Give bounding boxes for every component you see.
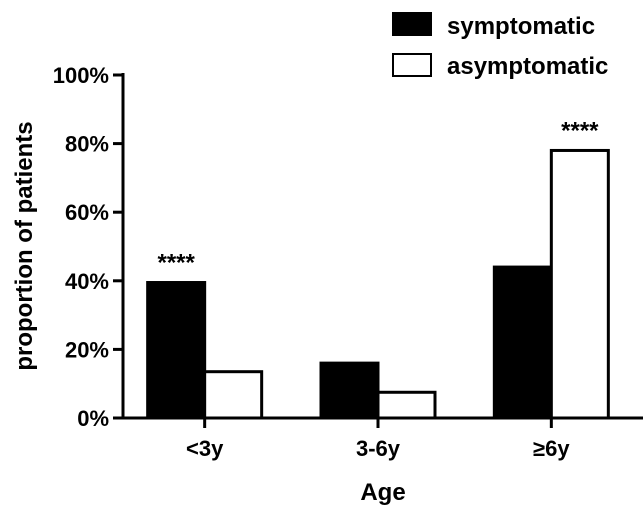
- legend-swatch-asymptomatic: [392, 53, 432, 77]
- y-tick-label: 80%: [65, 132, 109, 157]
- bar-asymptomatic-0: [203, 370, 264, 420]
- bar-symptomatic-2: [492, 265, 553, 420]
- y-axis-title: proportion of patients: [11, 121, 38, 370]
- y-tick-label: 40%: [65, 269, 109, 294]
- legend-label-asymptomatic: asymptomatic: [447, 53, 608, 80]
- y-tick-label: 100%: [53, 63, 109, 88]
- annotations-group: **** ****: [157, 117, 599, 276]
- significance-annotation-1: ****: [561, 117, 599, 144]
- y-tick-label: 0%: [77, 406, 109, 431]
- bars-group: [146, 148, 610, 420]
- significance-annotation-0: ****: [157, 250, 195, 277]
- legend-swatch-symptomatic: [392, 12, 432, 36]
- y-tick-label: 20%: [65, 337, 109, 362]
- y-tick-label: 60%: [65, 200, 109, 225]
- legend: symptomatic asymptomatic: [392, 12, 608, 80]
- x-tick-label: ≥6y: [533, 436, 570, 461]
- axes-group: 0% 20% 40% 60% 80% 100% <3y 3-6y ≥6y: [53, 63, 643, 461]
- legend-label-symptomatic: symptomatic: [447, 13, 595, 40]
- bar-symptomatic-1: [319, 361, 380, 420]
- bar-asymptomatic-2: [549, 148, 610, 420]
- x-axis-title: Age: [360, 479, 405, 505]
- x-tick-label: <3y: [186, 436, 224, 461]
- bar-symptomatic-0: [146, 281, 207, 420]
- x-tick-label: 3-6y: [356, 436, 401, 461]
- bar-asymptomatic-1: [376, 390, 437, 420]
